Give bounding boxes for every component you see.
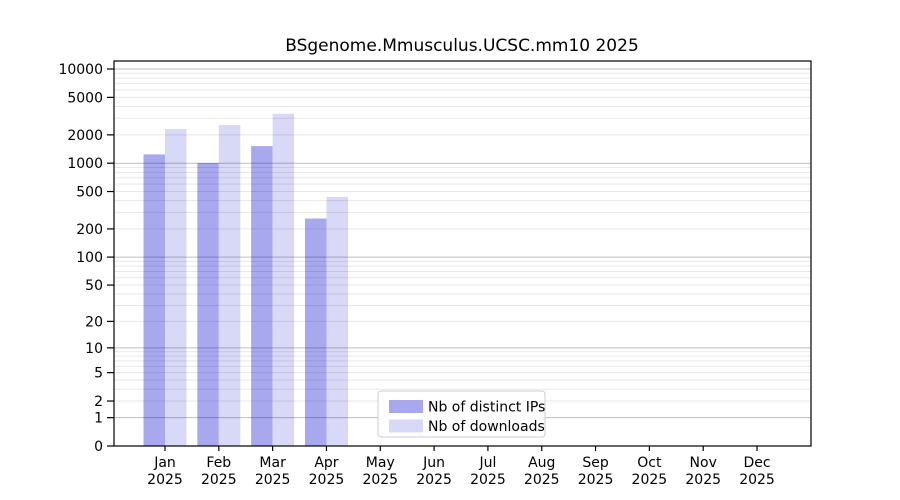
bar-nb-of-downloads-feb	[218, 125, 241, 446]
y-tick-label: 5000	[67, 90, 103, 106]
x-tick-label-month-feb: Feb	[206, 455, 231, 471]
x-tick-label-month-jul: Jul	[478, 455, 496, 471]
bar-nb-of-distinct-ips-mar	[251, 146, 273, 446]
x-tick-label-year-apr: 2025	[309, 472, 345, 488]
y-tick-label: 20	[85, 314, 103, 330]
legend-swatch-nb-of-distinct-ips	[389, 400, 423, 413]
y-tick-label: 200	[76, 222, 103, 238]
x-tick-label-month-dec: Dec	[743, 455, 770, 471]
legend-swatch-nb-of-downloads	[389, 419, 423, 433]
y-tick-label: 10	[85, 341, 103, 357]
y-tick-label: 5	[94, 366, 103, 382]
x-tick-label-year-jan: 2025	[147, 472, 183, 488]
bar-nb-of-distinct-ips-jan	[143, 154, 165, 447]
y-tick-label: 0	[94, 439, 103, 455]
x-tick-label-year-nov: 2025	[685, 472, 721, 488]
y-tick-label: 100	[76, 250, 103, 266]
x-tick-label-year-mar: 2025	[255, 472, 291, 488]
x-tick-label-year-aug: 2025	[524, 472, 560, 488]
chart-title: BSgenome.Mmusculus.UCSC.mm10 2025	[285, 36, 639, 56]
x-tick-label-year-jun: 2025	[416, 472, 452, 488]
plot-border	[113, 60, 812, 447]
x-tick-label-month-sep: Sep	[582, 455, 609, 471]
axes-layer: 100005000200010005002001005020105210Jan2…	[58, 60, 812, 488]
x-tick-label-month-aug: Aug	[528, 455, 555, 471]
x-tick-label-month-jun: Jun	[422, 455, 445, 471]
x-tick-label-year-jul: 2025	[470, 472, 506, 488]
y-tick-label: 10000	[58, 62, 103, 78]
x-tick-label-year-feb: 2025	[201, 472, 237, 488]
x-tick-label-year-may: 2025	[362, 472, 398, 488]
x-tick-label-month-jan: Jan	[153, 455, 176, 471]
x-tick-label-year-oct: 2025	[632, 472, 668, 488]
bar-nb-of-downloads-mar	[272, 113, 295, 446]
bars-layer	[143, 113, 348, 447]
y-tick-label: 500	[76, 185, 103, 201]
x-tick-label-month-may: May	[366, 455, 395, 471]
y-tick-label: 1000	[67, 156, 103, 172]
x-tick-label-year-dec: 2025	[739, 472, 775, 488]
x-tick-label-year-sep: 2025	[578, 472, 614, 488]
x-tick-label-month-nov: Nov	[690, 455, 717, 471]
x-tick-label-month-apr: Apr	[314, 455, 338, 471]
legend-layer: Nb of distinct IPs Nb of downloads	[377, 390, 546, 438]
y-tick-label: 1	[94, 411, 103, 427]
y-tick-label: 2	[94, 394, 103, 410]
bar-nb-of-downloads-apr	[326, 196, 348, 446]
bar-nb-of-distinct-ips-apr	[304, 218, 327, 446]
y-tick-label: 2000	[67, 128, 103, 144]
legend-label-nb-of-downloads: Nb of downloads	[428, 419, 545, 435]
x-tick-label-month-mar: Mar	[259, 455, 286, 471]
x-tick-label-month-oct: Oct	[637, 455, 662, 471]
legend-label-nb-of-distinct-ips: Nb of distinct IPs	[428, 400, 545, 416]
bar-nb-of-downloads-jan	[165, 129, 187, 447]
bar-nb-of-distinct-ips-feb	[197, 163, 219, 447]
y-tick-label: 50	[85, 278, 103, 294]
